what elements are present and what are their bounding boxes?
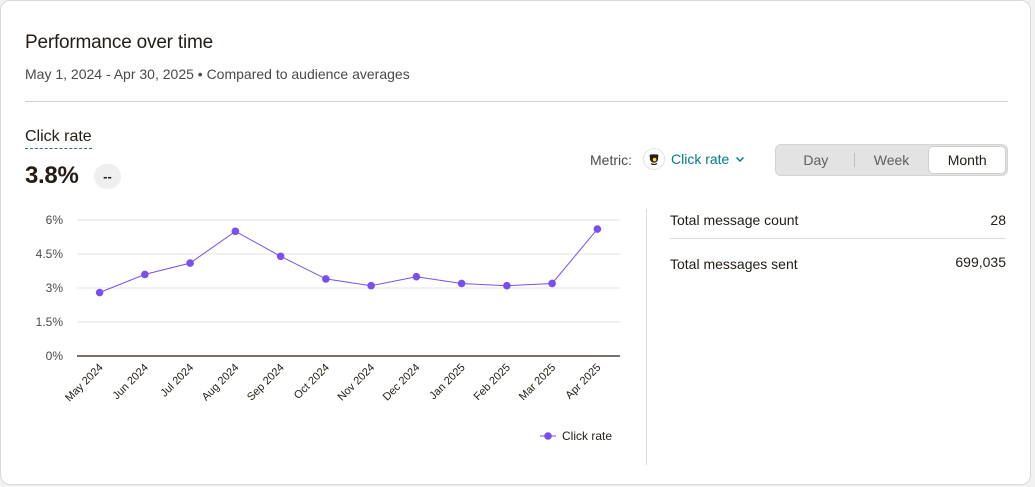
data-point (186, 259, 194, 267)
metric-select-dropdown[interactable]: Click rate (643, 148, 745, 170)
mailchimp-logo-icon (643, 148, 665, 170)
y-tick-label: 0% (46, 349, 64, 363)
data-point (276, 252, 285, 261)
header-divider (25, 101, 1008, 102)
card-title: Performance over time (25, 32, 213, 53)
x-tick-label: May 2024 (63, 362, 106, 405)
data-point (412, 272, 421, 281)
chevron-down-icon (736, 156, 745, 163)
data-point (322, 275, 330, 283)
x-tick-label: Sep 2024 (245, 362, 287, 404)
stat-label: Total message count (670, 212, 799, 228)
metric-select-value[interactable]: Click rate (671, 151, 730, 167)
stat-value: 699,035 (955, 254, 1006, 270)
stat-label: Total messages sent (670, 256, 798, 272)
data-point (367, 281, 375, 290)
stat-row-message-count: Total message count 28 (670, 212, 1006, 239)
granularity-month-button[interactable]: Month (929, 147, 1006, 173)
y-tick-label: 3% (46, 281, 64, 295)
x-tick-label: Dec 2024 (381, 362, 423, 404)
granularity-day-button[interactable]: Day (803, 152, 829, 168)
click-rate-line-chart: 0% 1.5% 3% 4.5% 6% May 2024 Jun 2024 Jul 2024 Au… (36, 213, 620, 443)
metric-value: 3.8% (25, 162, 79, 189)
metric-name-label[interactable]: Click rate (25, 128, 92, 149)
x-tick-label: Feb 2025 (472, 362, 513, 403)
legend-swatch-dot (544, 432, 552, 440)
data-point (231, 227, 240, 236)
y-tick-label: 4.5% (36, 247, 64, 261)
x-tick-label: Aug 2024 (200, 362, 242, 404)
y-tick-label: 6% (46, 213, 64, 227)
x-tick-label: Jul 2024 (158, 362, 196, 400)
date-range-subtitle: May 1, 2024 - Apr 30, 2025 • Compared to… (25, 66, 410, 82)
data-point (503, 281, 511, 290)
stat-value: 28 (990, 212, 1006, 228)
granularity-toggle: Day Week Month (775, 144, 1008, 176)
legend-label: Click rate (562, 429, 612, 443)
data-point (457, 279, 466, 288)
granularity-week-button[interactable]: Week (853, 147, 930, 173)
x-tick-label: Oct 2024 (292, 362, 332, 402)
y-tick-label: 1.5% (36, 315, 64, 329)
x-tick-label: Apr 2025 (563, 362, 603, 402)
series-line (99, 228, 598, 293)
change-badge: -- (94, 164, 121, 189)
stats-divider (646, 209, 647, 465)
data-point (141, 270, 149, 279)
x-tick-label: Jan 2025 (427, 362, 467, 402)
x-tick-label: Jun 2024 (111, 362, 151, 402)
x-tick-label: Mar 2025 (517, 362, 558, 403)
data-point (95, 288, 104, 297)
x-tick-label: Nov 2024 (335, 362, 377, 404)
metric-select-label: Metric: (590, 152, 632, 168)
data-point (548, 279, 556, 288)
data-point (593, 225, 602, 233)
